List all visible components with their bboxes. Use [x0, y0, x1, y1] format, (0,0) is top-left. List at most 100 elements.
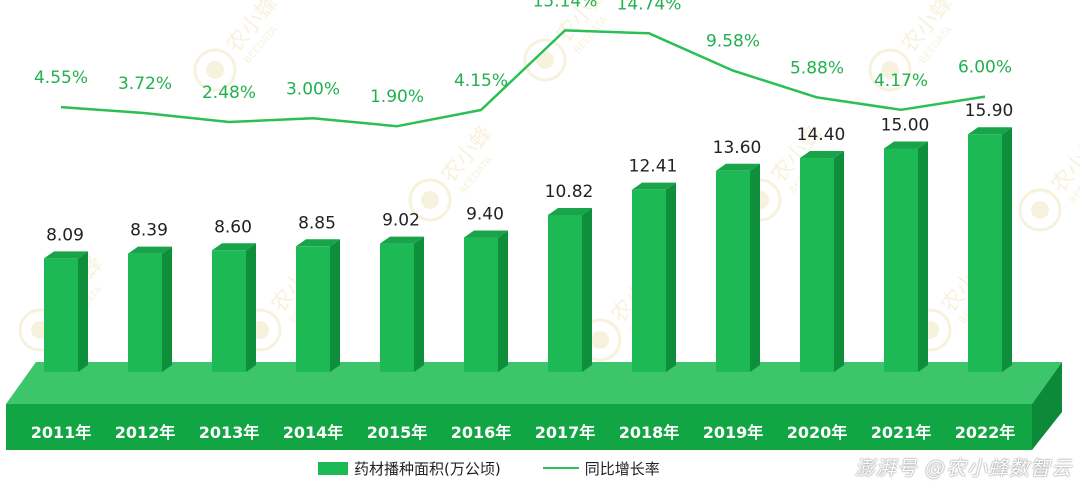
line-value-label: 9.58%: [706, 32, 760, 52]
legend-line-swatch: [542, 467, 579, 469]
bar: [464, 230, 508, 372]
bar: [800, 151, 844, 372]
bar: [968, 127, 1012, 372]
x-tick-label: 2011年: [31, 423, 92, 442]
line-value-label: 6.00%: [958, 58, 1012, 78]
bar-front: [128, 253, 162, 372]
x-tick-label: 2017年: [535, 423, 596, 442]
bar-top: [296, 239, 340, 247]
x-tick-label: 2014年: [283, 423, 344, 442]
chart-base-platform: [6, 362, 1062, 450]
bar-side: [750, 163, 760, 372]
x-tick-label: 2019年: [703, 423, 764, 442]
x-tick-label: 2016年: [451, 423, 512, 442]
bar-side: [582, 207, 592, 372]
x-tick-label: 2020年: [787, 423, 848, 442]
bar-value-label: 12.41: [629, 157, 678, 177]
line-value-label: 3.72%: [118, 74, 172, 94]
bar-side: [246, 243, 256, 372]
bar-front: [800, 158, 834, 372]
bar-top: [632, 182, 676, 190]
bar: [884, 141, 928, 372]
x-axis-labels: 2011年 2012年 2013年 2014年 2015年 2016年 2017年 2018年…: [31, 423, 1016, 442]
bar-front: [716, 170, 750, 372]
x-tick-label: 2015年: [367, 423, 428, 442]
bar: [128, 246, 172, 372]
x-tick-label: 2022年: [955, 423, 1016, 442]
bar-value-label: 15.00: [881, 116, 930, 136]
bar-value-label: 13.60: [713, 138, 762, 158]
line-value-label: 2.48%: [202, 83, 256, 103]
bar-value-label: 8.60: [214, 217, 252, 237]
legend-bar-swatch: [318, 461, 348, 475]
bar: [548, 207, 592, 372]
source-watermark: 澎湃号 @农小蜂数智云: [854, 456, 1072, 480]
bar-front: [464, 237, 498, 372]
bar: [44, 251, 88, 372]
line-value-labels: 4.55% 3.72% 2.48% 3.00% 1.90% 4.15% 15.14% 14.7…: [34, 0, 1012, 107]
x-tick-label: 2013年: [199, 423, 260, 442]
bar-side: [834, 151, 844, 372]
bar-value-label: 8.09: [46, 225, 84, 245]
bar-side: [1002, 127, 1012, 372]
line-value-label: 3.00%: [286, 79, 340, 99]
base-side-face: [1032, 362, 1062, 450]
legend-bar-label: 药材播种面积(万公顷): [354, 459, 501, 478]
growth-line-group: [60, 29, 986, 128]
bar-value-label: 14.40: [797, 125, 846, 145]
bar-side: [498, 230, 508, 372]
growth-rate-line: [60, 29, 986, 128]
bar: [632, 182, 676, 372]
bar-top: [884, 141, 928, 149]
bar: [296, 239, 340, 372]
bar-top: [716, 163, 760, 171]
legend-line-label: 同比增长率: [584, 459, 660, 478]
x-tick-label: 2018年: [619, 423, 680, 442]
line-value-label: 4.55%: [34, 68, 88, 88]
bar-value-label: 9.40: [466, 205, 504, 225]
bar: [212, 243, 256, 372]
bar-top: [800, 151, 844, 159]
x-tick-label: 2012年: [115, 423, 176, 442]
line-value-label: 5.88%: [790, 58, 844, 78]
bar-value-label: 8.85: [298, 213, 336, 233]
bar-front: [380, 243, 414, 372]
bar: [716, 163, 760, 372]
bar-front: [884, 148, 918, 372]
bar-front: [296, 246, 330, 372]
bar-side: [162, 246, 172, 372]
bar-value-label: 8.39: [130, 221, 168, 241]
x-tick-label: 2021年: [871, 423, 932, 442]
bar-side: [918, 141, 928, 372]
bar-side: [414, 236, 424, 372]
line-value-label: 4.17%: [874, 71, 928, 91]
bar-front: [212, 250, 246, 372]
bar-side: [666, 182, 676, 372]
bar-value-label: 9.02: [382, 211, 420, 231]
line-value-label: 4.15%: [454, 71, 508, 91]
bar-top: [128, 246, 172, 254]
bar-top: [968, 127, 1012, 135]
bar-value-label: 10.82: [545, 182, 594, 202]
bar-value-label: 15.90: [965, 101, 1014, 121]
bar-front: [632, 189, 666, 372]
bar-value-labels: 8.09 8.39 8.60 8.85 9.02 9.40 10.82 12.41 13.60 1…: [46, 101, 1013, 245]
bar-front: [44, 258, 78, 372]
bar-side: [78, 251, 88, 372]
legend: 药材播种面积(万公顷) 同比增长率: [318, 457, 660, 479]
bar-side: [330, 239, 340, 372]
bar-top: [464, 230, 508, 238]
base-front-face: [6, 404, 1032, 450]
bar-top: [44, 251, 88, 259]
watermark-logo-text: 农小蜂: [1047, 131, 1080, 198]
bar-top: [380, 236, 424, 244]
line-value-label: 1.90%: [370, 87, 424, 107]
bars-group: [44, 127, 1012, 372]
line-value-label: 14.74%: [617, 0, 682, 14]
bar-front: [968, 134, 1002, 372]
line-value-label: 15.14%: [533, 0, 598, 11]
bar-top: [548, 207, 592, 215]
